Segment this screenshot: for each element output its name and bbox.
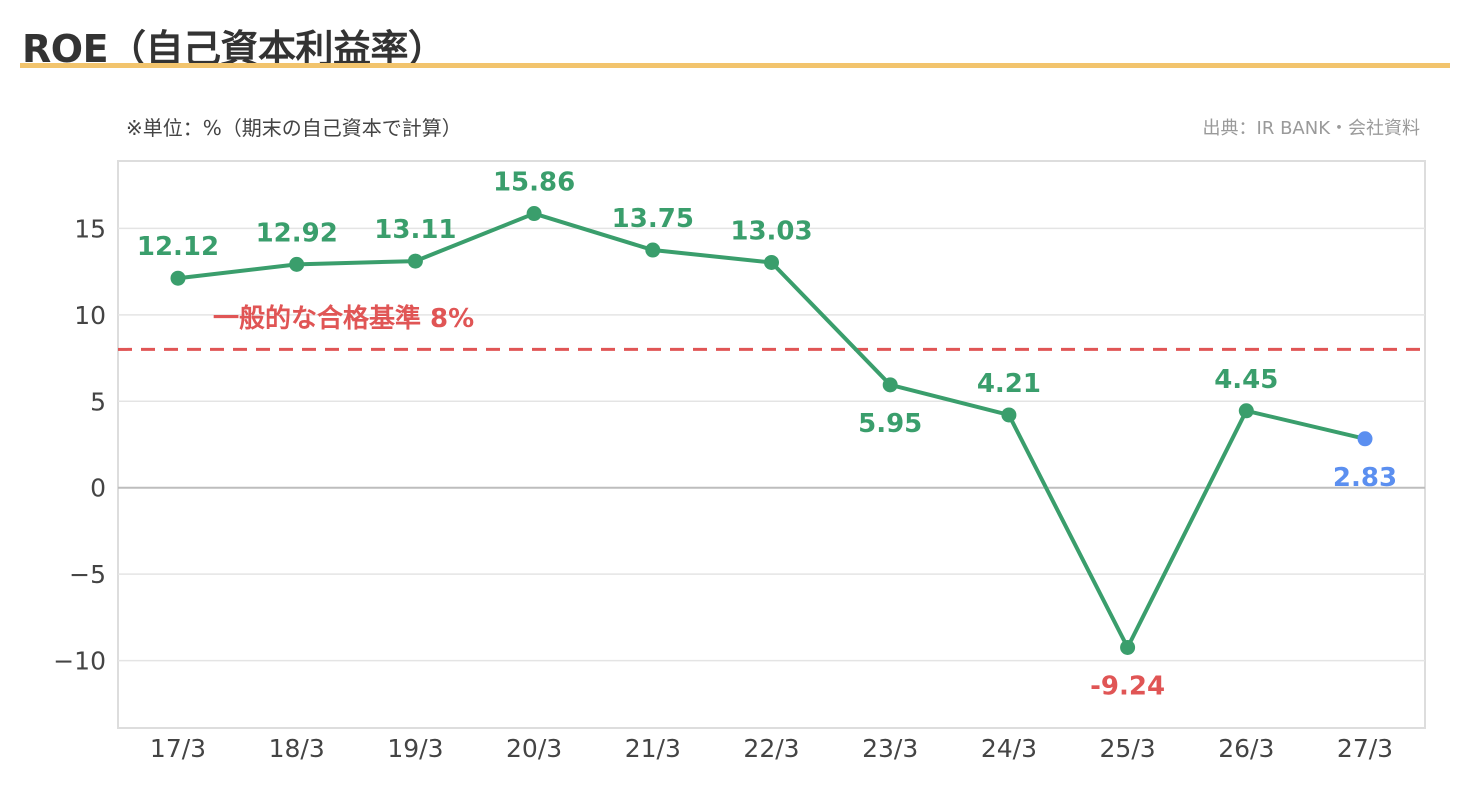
- forecast-point: [1357, 431, 1373, 447]
- x-tick-label: 20/3: [506, 734, 562, 763]
- data-label: -9.24: [1090, 671, 1165, 701]
- data-label: 15.86: [493, 168, 575, 198]
- data-label: 2.83: [1333, 463, 1397, 493]
- data-point: [1238, 403, 1254, 419]
- gridlines: [118, 227, 1425, 662]
- x-tick-label: 22/3: [743, 734, 799, 763]
- x-axis-ticks: 17/3 18/3 19/3 20/3 21/3 22/3 23/3 24/3 25/3 26/3…: [150, 734, 1393, 763]
- data-labels: 12.12 12.92 13.11 15.86 13.75 13.03 5.95 4.21 -9…: [137, 168, 1397, 702]
- x-tick-label: 17/3: [150, 734, 206, 763]
- x-tick-label: 26/3: [1218, 734, 1274, 763]
- series-roe: [170, 206, 1373, 655]
- data-point: [289, 256, 305, 272]
- x-tick-label: 23/3: [862, 734, 918, 763]
- data-label: 13.75: [612, 204, 694, 234]
- data-label: 4.45: [1214, 365, 1278, 395]
- data-label: 12.92: [256, 218, 338, 248]
- y-tick-label: 5: [90, 387, 106, 416]
- data-label: 13.11: [374, 215, 456, 245]
- data-point: [764, 254, 779, 270]
- title-underline: [20, 63, 1450, 68]
- data-label: 12.12: [137, 232, 219, 262]
- data-point: [170, 270, 186, 286]
- data-point: [526, 206, 542, 222]
- x-tick-label: 21/3: [625, 734, 681, 763]
- y-axis-ticks: 15 10 5 0 −5 −10: [53, 214, 106, 675]
- y-tick-label: 0: [90, 474, 106, 503]
- x-tick-label: 24/3: [981, 734, 1037, 763]
- x-tick-label: 25/3: [1100, 734, 1156, 763]
- data-label: 5.95: [858, 409, 922, 439]
- y-tick-label: −10: [53, 647, 106, 676]
- data-label: 13.03: [730, 216, 812, 246]
- data-point: [407, 253, 423, 269]
- data-point: [882, 377, 898, 393]
- y-tick-label: −5: [69, 560, 106, 589]
- x-tick-label: 18/3: [269, 734, 325, 763]
- data-point: [1120, 639, 1136, 655]
- unit-note: ※単位：%（期末の自己資本で計算）: [126, 116, 462, 140]
- threshold: 一般的な合格基準 8%: [118, 303, 1425, 351]
- y-tick-label: 10: [74, 301, 106, 330]
- source-note: 出典：IR BANK・会社資料: [1202, 118, 1420, 139]
- y-tick-label: 15: [74, 214, 106, 243]
- data-point: [1001, 407, 1017, 423]
- x-tick-label: 27/3: [1337, 734, 1393, 763]
- x-tick-label: 19/3: [387, 734, 443, 763]
- threshold-label: 一般的な合格基準 8%: [213, 303, 474, 334]
- data-label: 4.21: [977, 369, 1041, 399]
- data-point: [645, 242, 661, 258]
